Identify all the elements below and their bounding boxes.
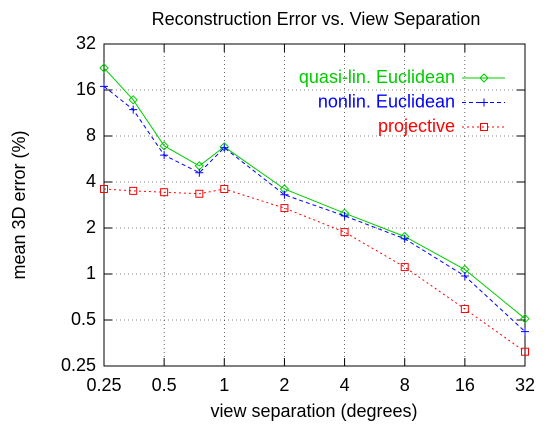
plot-frame: [103, 43, 526, 367]
series-line: [103, 67, 526, 320]
marker: [129, 186, 138, 195]
chart-title: Reconstruction Error vs. View Separation: [152, 9, 481, 29]
marker: [521, 347, 529, 356]
marker: [460, 272, 469, 281]
marker: [195, 189, 204, 198]
x-tick-label: 1: [219, 375, 229, 395]
marker: [220, 143, 229, 152]
marker: [160, 188, 169, 197]
marker: [520, 313, 530, 324]
series-line: [103, 85, 526, 332]
x-tick-label: 8: [400, 375, 410, 395]
marker: [521, 327, 529, 336]
marker: [480, 98, 488, 107]
marker: [100, 184, 108, 193]
x-axis-label: view separation (degrees): [210, 401, 417, 421]
y-tick-label: 0.25: [61, 355, 96, 375]
marker: [400, 234, 409, 243]
marker: [195, 168, 204, 177]
y-tick-label: 2: [86, 217, 96, 237]
y-tick-label: 0.5: [71, 309, 96, 329]
marker: [159, 141, 169, 151]
marker: [280, 190, 289, 199]
x-tick-label: 4: [340, 375, 350, 395]
x-tick-label: 32: [515, 375, 535, 395]
marker: [128, 95, 138, 105]
marker: [280, 204, 289, 213]
x-tick-label: 2: [279, 375, 289, 395]
marker: [480, 123, 488, 131]
marker: [100, 82, 108, 91]
y-tick-label: 32: [76, 33, 96, 53]
y-tick-label: 1: [86, 263, 96, 283]
marker: [400, 263, 409, 272]
marker: [460, 305, 469, 314]
x-tick-label: 0.25: [86, 375, 121, 395]
y-axis-label: mean 3D error (%): [9, 130, 29, 279]
y-tick-label: 8: [86, 125, 96, 145]
legend-label: nonlin. Euclidean: [318, 91, 455, 111]
y-tick-label: 4: [86, 171, 96, 191]
marker: [340, 211, 349, 220]
x-tick-label: 0.5: [152, 375, 177, 395]
legend-label: projective: [378, 116, 455, 136]
marker: [129, 105, 138, 114]
marker: [99, 63, 109, 73]
marker: [160, 151, 169, 160]
marker: [220, 184, 229, 193]
y-tick-label: 16: [76, 79, 96, 99]
x-tick-label: 16: [455, 375, 475, 395]
marker: [479, 73, 489, 83]
marker: [340, 228, 349, 237]
legend-label: quasi-lin. Euclidean: [299, 67, 455, 87]
